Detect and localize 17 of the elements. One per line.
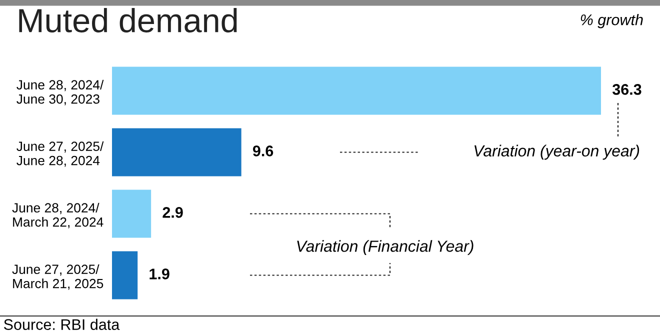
y-tick-label: June 28, 2024/ June 30, 2023 [16,80,104,106]
bar [112,128,242,176]
data-label: 9.6 [252,146,274,156]
data-label: 1.9 [150,268,170,280]
bar [112,190,152,238]
bar [112,66,601,115]
chart-title: Muted demand [19,8,237,32]
chart-subtitle: % growth [580,14,643,28]
source-note: Source: RBI data [4,318,120,330]
y-tick-label: June 28, 2024/ March 22, 2024 [12,202,104,228]
y-tick-label: June 27, 2025/ March 21, 2025 [12,264,104,290]
y-tick-label: June 27, 2025/ June 28, 2024 [16,141,104,167]
data-label: 2.9 [162,207,183,218]
bar [112,251,138,300]
annotation: Variation (Financial Year) [297,240,474,256]
annotation: Variation (year-on year) [474,144,640,160]
data-label: 36.3 [612,84,642,95]
